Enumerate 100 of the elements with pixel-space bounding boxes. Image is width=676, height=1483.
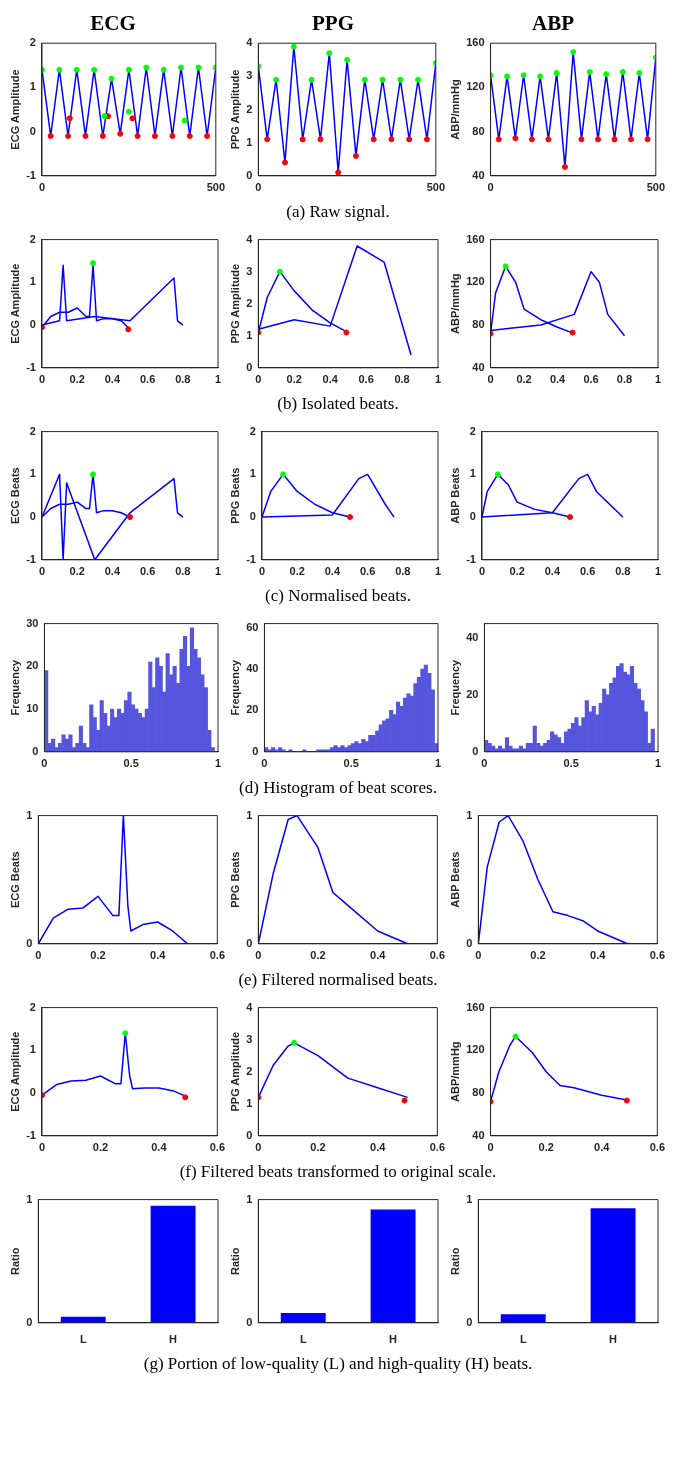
y-axis-title: PPG Amplitude	[228, 1031, 241, 1112]
y-tick-label: 3	[246, 1032, 253, 1045]
x-tick-label: 0.5	[563, 757, 579, 770]
x-tick-label: 0	[41, 757, 48, 770]
y-tick-label: 40	[472, 360, 485, 373]
x-tick-label: 0.8	[175, 565, 191, 578]
y-tick-label: 1	[246, 808, 253, 821]
x-tick-label: L	[299, 1333, 307, 1346]
y-axis-title: ABP/mmHg	[448, 79, 461, 140]
y-tick-label: 0	[249, 510, 256, 523]
y-tick-label: 0	[469, 510, 476, 523]
y-tick-label: 0	[246, 360, 253, 373]
y-tick-label: 0	[32, 744, 39, 757]
y-tick-label: 20	[246, 703, 259, 716]
x-tick-label: 0.8	[616, 373, 633, 386]
y-tick-label: 10	[26, 702, 39, 715]
x-tick-label: 0.6	[359, 565, 376, 578]
x-tick-label: 0.2	[530, 949, 546, 962]
x-tick-label: 0	[487, 181, 494, 194]
y-tick-label: 1	[466, 1192, 473, 1205]
x-tick-label: 0.6	[209, 949, 225, 962]
x-tick-label: 0.4	[104, 373, 121, 386]
x-tick-label: 0	[487, 1141, 494, 1154]
y-tick-label: 1	[246, 1192, 253, 1205]
y-tick-label: -1	[26, 360, 36, 373]
y-axis-title: ABP/mmHg	[448, 273, 461, 334]
text: (b) Isolated beats.	[276, 394, 400, 414]
text: (g) Portion of low-quality (L) and high-quality (H) beats.	[142, 1354, 534, 1374]
y-tick-label: -1	[246, 552, 256, 565]
y-axis-title: PPG Beats	[228, 467, 241, 524]
y-tick-label: 0	[29, 1086, 36, 1099]
y-tick-label: 120	[466, 275, 485, 288]
y-tick-label: 80	[472, 124, 485, 137]
y-tick-label: 2	[246, 296, 253, 309]
x-tick-label: 0.6	[139, 565, 156, 578]
y-tick-label: 1	[26, 1192, 33, 1205]
text: (a) Raw signal.	[285, 202, 391, 222]
x-tick-label: 0.6	[649, 949, 665, 962]
y-tick-label: 1	[249, 467, 256, 480]
y-tick-label: 2	[246, 1064, 253, 1077]
y-tick-label: -1	[26, 552, 36, 565]
text: (e) Filtered normalised beats.	[237, 970, 439, 990]
x-tick-label: 1	[654, 373, 662, 386]
y-tick-label: 0	[466, 1315, 473, 1328]
x-tick-label: 0.4	[594, 1141, 611, 1154]
y-axis-title: Frequency	[228, 659, 241, 716]
y-tick-label: 2	[29, 1000, 36, 1013]
x-tick-label: 0.2	[286, 373, 302, 386]
y-tick-label: 20	[26, 659, 39, 672]
x-tick-label: 0.8	[615, 565, 631, 578]
x-tick-label: 1	[214, 565, 222, 578]
text: (c) Normalised beats.	[264, 586, 412, 606]
y-tick-label: 2	[469, 424, 476, 437]
y-tick-label: 1	[26, 808, 33, 821]
y-axis-title: Frequency	[8, 659, 21, 716]
y-tick-label: 0	[29, 510, 36, 523]
x-tick-label: 0.4	[322, 373, 339, 386]
x-tick-label: 0.2	[69, 565, 85, 578]
y-tick-label: 0	[246, 1128, 253, 1141]
x-tick-label: 0.6	[209, 1141, 225, 1154]
y-tick-label: 2	[249, 424, 256, 437]
chart-title: ABP	[532, 11, 575, 36]
x-tick-label: 0.4	[549, 373, 567, 386]
x-tick-label: 0.4	[370, 1141, 387, 1154]
x-tick-label: 0.5	[343, 757, 359, 770]
y-axis-title: ECG Amplitude	[8, 263, 21, 344]
y-tick-label: 20	[466, 687, 479, 700]
y-tick-label: 120	[466, 1043, 485, 1056]
y-axis-title: ECG Beats	[8, 851, 21, 909]
y-tick-label: 3	[246, 264, 253, 277]
x-tick-label: 0.6	[358, 373, 374, 386]
x-tick-label: 0.4	[544, 565, 561, 578]
y-tick-label: 120	[466, 80, 485, 93]
x-tick-label: 0.2	[69, 373, 85, 386]
x-tick-label: 500	[646, 181, 665, 194]
y-tick-label: 60	[246, 620, 259, 633]
y-axis-title: PPG Amplitude	[228, 263, 241, 344]
y-axis-title: Ratio	[228, 1247, 241, 1275]
x-tick-label: 0.6	[583, 373, 599, 386]
x-tick-label: 0.8	[175, 373, 191, 386]
y-axis-title: PPG Beats	[228, 851, 241, 908]
y-tick-label: 40	[472, 1128, 485, 1141]
x-tick-label: 0.4	[104, 565, 121, 578]
y-tick-label: 160	[466, 36, 485, 49]
y-tick-label: 4	[246, 36, 254, 49]
y-tick-label: 4	[246, 232, 254, 245]
y-tick-label: 0	[472, 744, 479, 757]
y-tick-label: 160	[466, 1000, 485, 1013]
x-tick-label: 1	[654, 565, 662, 578]
y-tick-label: 1	[29, 467, 36, 480]
y-axis-title: Ratio	[8, 1247, 21, 1275]
y-tick-label: 0	[246, 1315, 253, 1328]
y-tick-label: 0	[26, 936, 33, 949]
y-tick-label: 4	[246, 1000, 254, 1013]
y-tick-label: 1	[29, 80, 36, 93]
y-tick-label: 0	[246, 168, 253, 181]
x-tick-label: L	[519, 1333, 527, 1346]
y-tick-label: 1	[246, 1096, 253, 1109]
y-tick-label: 0	[246, 936, 253, 949]
y-tick-label: 0	[29, 124, 36, 137]
